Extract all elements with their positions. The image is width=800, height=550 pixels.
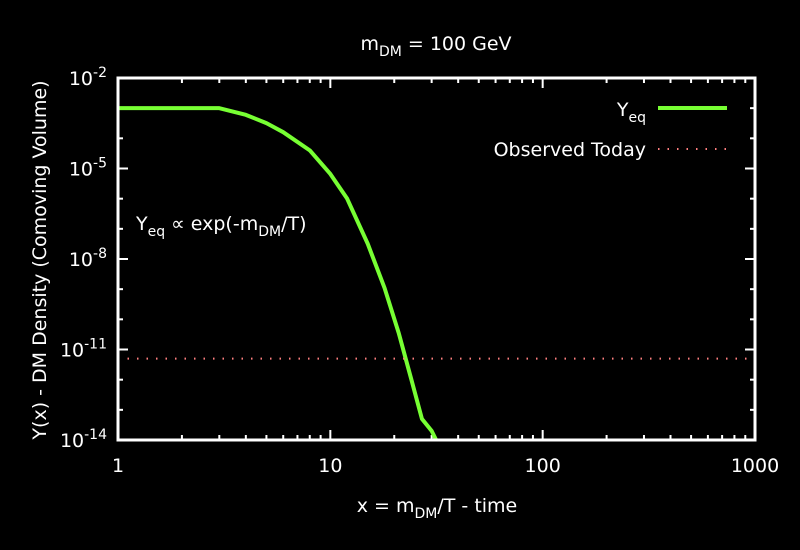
- y-tick-label: 10-14: [60, 427, 107, 452]
- y-tick-label: 10-11: [60, 337, 107, 362]
- chart-title: mDM = 100 GeV: [360, 33, 511, 60]
- series-line-yeq: [118, 106, 438, 440]
- legend-label-observed: Observed Today: [494, 139, 646, 161]
- y-tick-label: 10-5: [69, 156, 107, 181]
- ticks-layer: 1 10 100 1000 10-2 10-5 10-8 10-11 10-14: [60, 65, 779, 477]
- equilibrium-annotation: Yeq ∝ exp(-mDM/T): [135, 213, 306, 240]
- y-tick-label: 10-2: [69, 65, 107, 90]
- x-tick-label: 10: [318, 455, 342, 477]
- series-layer: [118, 106, 755, 440]
- legend-label-yeq: Yeq: [616, 99, 646, 126]
- x-tick-label: 100: [525, 455, 561, 477]
- x-tick-label: 1: [112, 455, 124, 477]
- x-axis-label: x = mDM/T - time: [357, 495, 518, 522]
- y-tick-label: 10-8: [69, 246, 107, 271]
- x-tick-label: 1000: [731, 455, 779, 477]
- y-axis-label: Y(x) - DM Density (Comoving Volume): [29, 80, 51, 440]
- legend: Yeq Observed Today: [494, 99, 727, 161]
- plot-frame: [116, 76, 757, 442]
